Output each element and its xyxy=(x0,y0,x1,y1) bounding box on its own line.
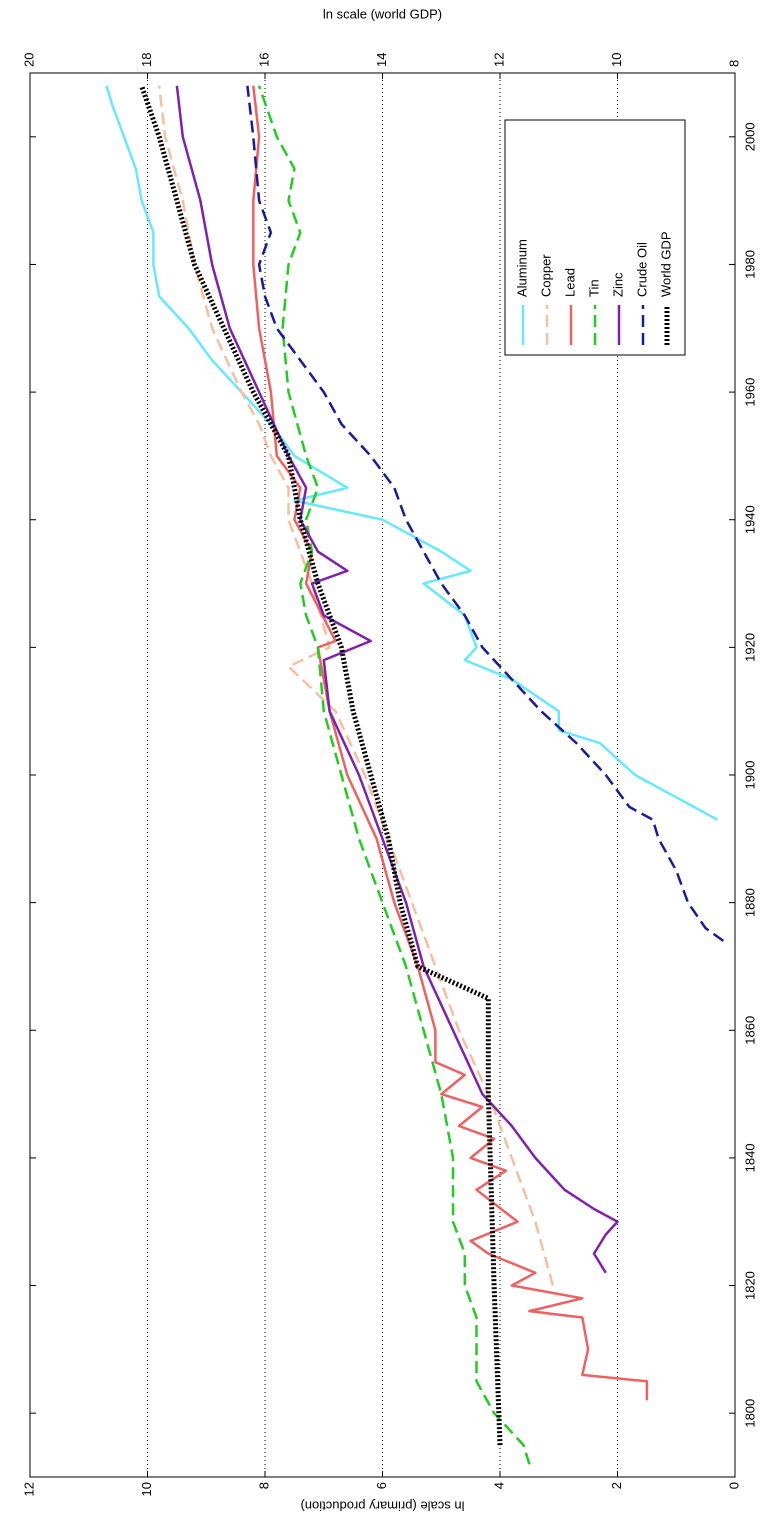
x-tick-label: 1900 xyxy=(742,761,757,790)
series-line xyxy=(246,85,725,942)
x-tick-label: 1800 xyxy=(742,1399,757,1428)
x-tick-label: 2000 xyxy=(742,122,757,151)
y-tick-label: 8 xyxy=(256,1482,271,1489)
y-tick-label: 2 xyxy=(609,1482,624,1489)
y2-tick-label: 12 xyxy=(491,53,506,67)
legend-label: Crude Oil xyxy=(634,242,649,297)
legend-label: Tin xyxy=(586,279,601,297)
y-tick-label: 10 xyxy=(139,1482,154,1496)
legend-label: Copper xyxy=(538,254,553,297)
plot-frame xyxy=(29,72,736,1478)
series-line xyxy=(252,85,649,1401)
series-line xyxy=(175,85,619,1274)
legend-label: Zinc xyxy=(610,272,625,297)
y2-tick-label: 14 xyxy=(374,53,389,67)
x-tick-label: 1840 xyxy=(742,1143,757,1172)
legend-label: Lead xyxy=(562,268,577,297)
legend-label: World GDP xyxy=(658,232,673,298)
series-line xyxy=(139,84,503,1446)
y-axis-title: ln scale (primary production) xyxy=(300,1499,464,1514)
x-tick-label: 1820 xyxy=(742,1271,757,1300)
rotated-chart: ln scale (primary production) ln scale (… xyxy=(21,6,757,1513)
series-line xyxy=(157,85,555,1286)
series-line xyxy=(257,85,531,1465)
series-line xyxy=(105,85,718,821)
legend-label: Aluminum xyxy=(514,239,529,297)
y-tick-label: 0 xyxy=(726,1482,741,1489)
x-tick-label: 1860 xyxy=(742,1016,757,1045)
y-tick-label: 4 xyxy=(491,1482,506,1489)
y2-tick-label: 8 xyxy=(726,60,741,67)
x-tick-label: 1980 xyxy=(742,250,757,279)
x-tick-label: 1920 xyxy=(742,633,757,662)
y-tick-label: 12 xyxy=(21,1482,36,1496)
y2-tick-label: 18 xyxy=(139,53,154,67)
y-tick-label: 6 xyxy=(374,1482,389,1489)
y2-tick-label: 16 xyxy=(256,53,271,67)
y2-tick-label: 10 xyxy=(609,53,624,67)
y2-tick-label: 20 xyxy=(21,53,36,67)
x-tick-label: 1880 xyxy=(742,888,757,917)
x-tick-label: 1940 xyxy=(742,505,757,534)
y2-axis-title: ln scale (world GDP) xyxy=(323,6,442,21)
legend-box xyxy=(504,119,686,356)
x-tick-label: 1960 xyxy=(742,378,757,407)
